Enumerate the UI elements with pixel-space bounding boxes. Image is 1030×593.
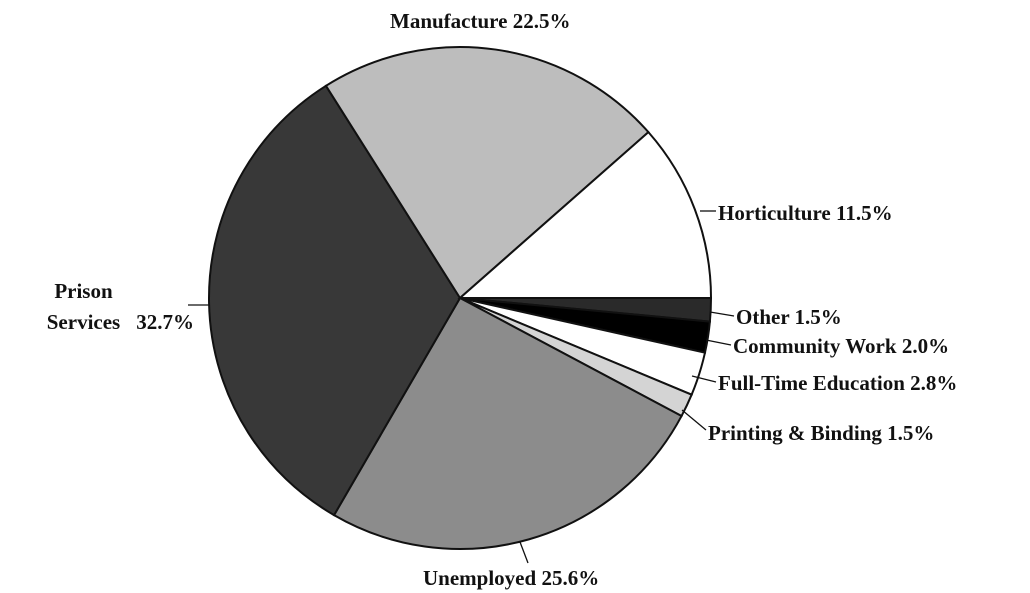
slice-name: Prison Services — [46, 279, 121, 334]
slice-value: 32.7% — [136, 310, 194, 334]
pie-slice — [324, 46, 650, 300]
leader-line — [705, 339, 732, 346]
pie-slice — [457, 130, 713, 299]
slice-label: Other 1.5% — [736, 305, 842, 329]
slice-label: Full-Time Education 2.8% — [718, 371, 957, 395]
leader-line — [709, 311, 735, 317]
slice-label: Horticulture 11.5% — [718, 201, 893, 225]
leader-line — [681, 409, 707, 431]
pie-slice — [208, 84, 462, 517]
slice-label: Printing & Binding 1.5% — [708, 421, 934, 445]
leader-line — [519, 541, 529, 564]
slice-label: Prison Services 32.7% — [20, 276, 210, 338]
slice-label: Manufacture 22.5% — [390, 9, 570, 33]
slice-label: Community Work 2.0% — [733, 334, 949, 358]
pie-slice — [332, 296, 683, 550]
leader-line — [691, 375, 717, 383]
slice-label: Unemployed 25.6% — [423, 566, 599, 590]
